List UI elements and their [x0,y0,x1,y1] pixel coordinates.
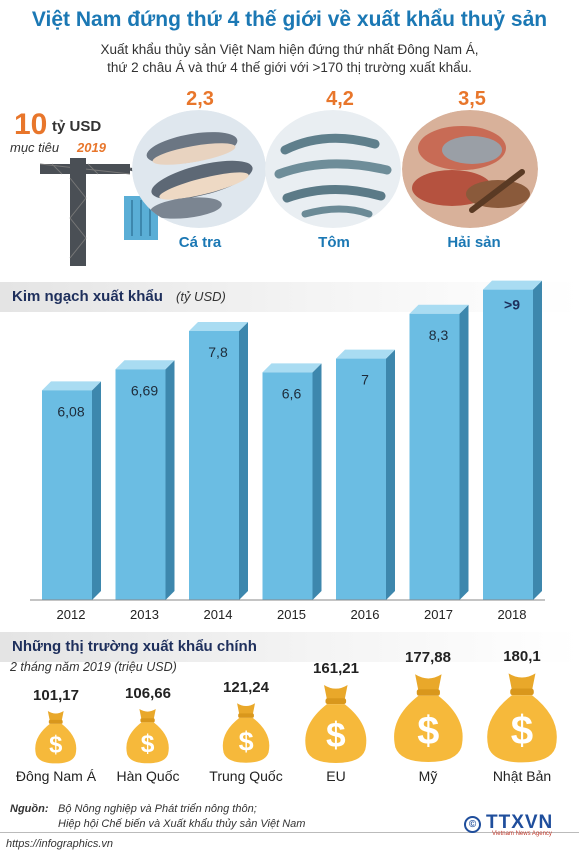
market-name: EU [326,768,346,784]
export-section-header [0,282,579,312]
money-bag-icon: $ [480,670,564,764]
subtitle-line-1: Xuất khẩu thủy sản Việt Nam hiện đứng th… [100,42,479,57]
svg-text:$: $ [49,731,62,758]
bar-label-2018: >9 [504,297,520,313]
product-name-ca-tra: Cá tra [178,234,222,251]
svg-text:$: $ [239,727,254,757]
export-chart-unit: (tỷ USD) [176,289,226,304]
market-name: Mỹ [418,768,438,784]
market-value: 180,1 [503,647,541,665]
markets-section-header [0,632,579,662]
markets-title: Những thị trường xuất khẩu chính [12,638,257,655]
product-value-ca-tra: 2,3 [186,88,214,110]
tom-image [265,110,401,228]
money-bag-icon: $ [299,682,373,764]
footer-url[interactable]: https://infographics.vn [6,838,114,850]
bar-2012 [42,381,101,600]
footer-divider [0,832,579,833]
export-chart-title: Kim ngạch xuất khẩu [12,288,163,305]
bar-label-2016: 7 [361,372,369,388]
svg-text:$: $ [326,715,346,754]
export-bar-chart: 6,08 6,69 7,8 6,6 7 8,3 >9 2012 2013 2014 2015 201… [30,280,545,622]
market-value: 101,17 [33,686,79,704]
svg-text:$: $ [417,709,439,753]
money-bag-icon: $ [31,709,80,764]
target-unit: tỷ USD [52,118,102,135]
bar-2016 [336,349,395,600]
product-name-tom: Tôm [318,234,350,251]
bar-label-2013: 6,69 [131,382,158,398]
page-title: Việt Nam đứng thứ 4 thế giới về xuất khẩ… [31,8,548,31]
bar-2014 [189,322,248,600]
markets-subtitle: 2 tháng năm 2019 (triệu USD) [10,660,177,674]
bar-2017 [409,304,469,600]
bar-label-2012: 6,08 [57,403,84,419]
product-value-hai-san: 3,5 [458,88,486,110]
market-name: Hàn Quốc [116,768,180,784]
bar-2015 [262,363,322,600]
money-bag-icon: $ [387,671,470,764]
copyright-icon: © [464,816,481,833]
x-tick-2017: 2017 [424,607,453,622]
product-value-tom: 4,2 [326,88,354,110]
hai-san-image [402,110,538,228]
market-value: 161,21 [313,659,359,677]
x-tick-2014: 2014 [204,607,233,622]
x-tick-2012: 2012 [57,607,86,622]
source-line-1: Bộ Nông nghiệp và Phát triển nông thôn; [58,803,257,815]
x-tick-2015: 2015 [277,607,306,622]
source-label: Nguồn: [10,803,49,815]
market-name: Đông Nam Á [15,768,97,784]
bar-2018 [483,280,542,600]
bar-2013 [115,360,175,600]
svg-text:$: $ [511,708,533,753]
subtitle-line-2: thứ 2 châu Á và thứ 4 thế giới với >170 … [107,60,472,75]
target-note: mục tiêu [10,140,60,155]
svg-text:$: $ [141,731,155,758]
market-value: 121,24 [223,679,269,697]
bar-label-2015: 6,6 [282,385,302,401]
product-name-hai-san: Hải sản [447,234,501,251]
target-value: 10 [14,108,48,141]
bar-label-2017: 8,3 [429,327,449,343]
ttxvn-logo-subtitle: Vietnam News Agency [492,831,552,837]
x-tick-2016: 2016 [351,607,380,622]
market-name: Trung Quốc [209,768,283,784]
source-line-2: Hiệp hội Chế biến và Xuất khẩu thủy sản … [58,818,306,830]
target-year: 2019 [77,140,106,155]
money-bag-icon: $ [218,701,274,764]
x-tick-2013: 2013 [130,607,159,622]
market-value: 177,88 [405,649,451,667]
bar-label-2014: 7,8 [208,344,228,360]
x-tick-2018: 2018 [498,607,527,622]
ttxvn-logo: TTXVN [486,812,554,833]
money-bag-icon: $ [122,707,173,764]
market-value: 106,66 [125,684,171,702]
ca-tra-image [132,110,266,228]
market-name: Nhật Bản [492,768,552,784]
